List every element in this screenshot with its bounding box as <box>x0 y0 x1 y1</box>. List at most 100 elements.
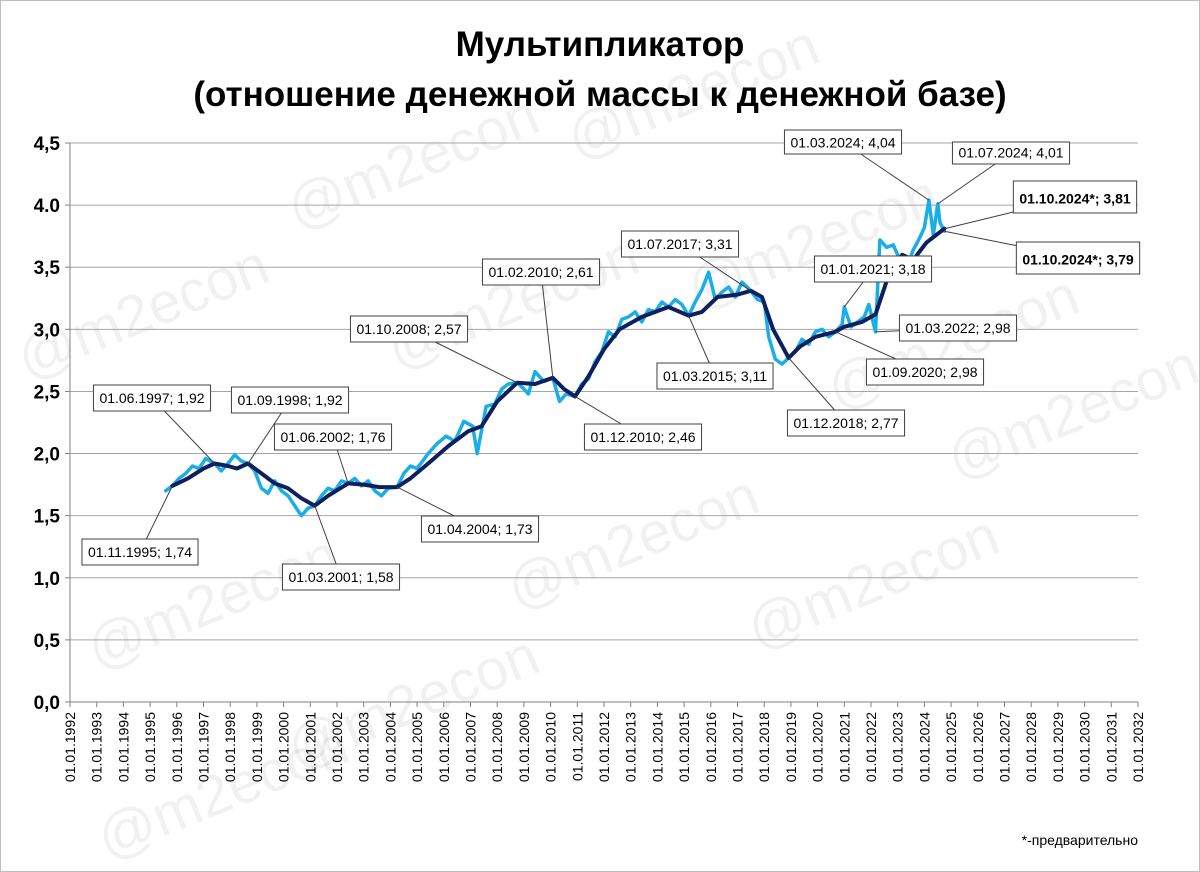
annotation-box <box>81 538 199 566</box>
x-tick-label: 01.01.2014 <box>649 712 665 782</box>
annotation-label: 01.09.1998; 1,92 <box>237 392 342 408</box>
annotation-box <box>92 384 212 412</box>
annotation-label: 01.12.2018; 2,77 <box>793 415 898 431</box>
annotation-box <box>783 129 903 155</box>
annotation: 01.04.2004; 1,73 <box>396 486 540 543</box>
annotation: 01.10.2024*; 3,81 <box>944 180 1138 230</box>
annotation-leader <box>875 330 900 333</box>
x-tick-label: 01.01.1998 <box>222 712 238 782</box>
annotation-label: 01.03.2001; 1,58 <box>288 569 393 585</box>
annotation-label: 01.04.2004; 1,73 <box>427 521 532 537</box>
annotation-box <box>620 230 740 258</box>
x-axis-ticks: 01.01.1992 01.01.1993 01.01.1994 01.01.1995… <box>62 702 1146 782</box>
x-tick-label: 01.01.2007 <box>463 712 479 782</box>
annotation-label: 01.10.2008; 2,57 <box>356 321 461 337</box>
annotation-label: 01.01.2021; 3,18 <box>820 261 925 277</box>
annotation-leader <box>314 505 337 565</box>
annotation-leader <box>396 486 455 517</box>
x-tick-label: 01.01.1997 <box>196 712 212 782</box>
annotation: 01.12.2018; 2,77 <box>786 357 906 437</box>
annotation: 01.03.2022; 2,98 <box>875 314 1018 342</box>
x-tick-label: 01.01.2032 <box>1130 712 1146 782</box>
trend-line <box>170 226 947 508</box>
annotation: 01.09.2020; 2,98 <box>835 331 985 386</box>
x-tick-label: 01.01.2001 <box>302 712 318 782</box>
y-tick-label: 0,0 <box>34 693 60 714</box>
annotation-leader <box>541 284 554 378</box>
annotation-leader <box>688 315 710 364</box>
annotation-box <box>951 141 1071 165</box>
annotation: 01.12.2010; 2,46 <box>574 395 703 451</box>
annotation-label: 01.07.2017; 3,31 <box>627 236 732 252</box>
x-tick-label: 01.01.2020 <box>810 712 826 782</box>
x-tick-label: 01.01.2022 <box>863 712 879 782</box>
y-tick-label: 4,5 <box>34 134 61 155</box>
x-tick-label: 01.01.2000 <box>276 712 292 782</box>
x-tick-label: 01.01.2028 <box>1023 712 1039 782</box>
annotation-leader <box>336 449 349 484</box>
chart-title: Мультипликатор <box>456 25 745 64</box>
annotation-label: 01.03.2022; 2,98 <box>905 320 1010 336</box>
x-tick-label: 01.01.2012 <box>596 712 612 782</box>
annotation-leader <box>835 331 897 360</box>
x-tick-label: 01.01.1993 <box>89 712 105 782</box>
annotation: 01.07.2017; 3,31 <box>620 230 752 292</box>
annotation: 01.10.2008; 2,57 <box>349 315 518 384</box>
annotation-label: 01.02.2010; 2,61 <box>488 264 593 280</box>
y-tick-label: 0,5 <box>34 631 61 652</box>
annotation-label: 01.10.2024*; 3,81 <box>1019 191 1131 207</box>
footnote: *-предварительно <box>1022 832 1139 848</box>
annotation-leader <box>944 230 1017 247</box>
annotation-box <box>273 423 393 451</box>
annotation-leader <box>574 395 622 425</box>
annotation-label: 01.12.2010; 2,46 <box>590 429 695 445</box>
x-tick-label: 01.01.2005 <box>409 712 425 782</box>
y-tick-label: 1,0 <box>34 569 60 590</box>
x-tick-label: 01.01.2023 <box>890 712 906 782</box>
y-tick-label: 1,5 <box>34 507 61 528</box>
x-tick-label: 01.01.1995 <box>142 712 158 782</box>
x-tick-label: 01.01.1992 <box>62 712 78 782</box>
x-tick-label: 01.01.2004 <box>382 712 398 782</box>
x-tick-label: 01.01.2017 <box>730 712 746 782</box>
annotation-box <box>481 258 601 286</box>
x-tick-label: 01.01.2021 <box>836 712 852 782</box>
axes <box>69 143 1138 703</box>
annotation-leader <box>434 341 518 384</box>
x-tick-label: 01.01.1999 <box>249 712 265 782</box>
annotation-label: 01.11.1995; 1,74 <box>88 544 192 560</box>
annotation-leader <box>937 163 996 205</box>
annotation-box <box>349 315 469 343</box>
annotation-box <box>898 314 1018 342</box>
chart-subtitle: (отношение денежной массы к денежной баз… <box>193 75 1006 114</box>
x-tick-label: 01.01.2031 <box>1103 712 1119 782</box>
y-tick-label: 3,0 <box>34 320 60 341</box>
annotation-box <box>786 409 906 437</box>
annotation-leader <box>944 211 1014 230</box>
annotation: 01.10.2024*; 3,79 <box>944 230 1141 275</box>
annotation-label: 01.03.2024; 4,04 <box>790 134 895 150</box>
y-axis-ticks: 0,0 0,5 1,0 1,5 2,0 2,5 3,0 3,5 4.0 4,5 <box>34 134 70 714</box>
x-tick-label: 01.01.2030 <box>1077 712 1093 782</box>
annotation-label: 01.06.1997; 1,92 <box>99 390 204 406</box>
x-tick-label: 01.01.2027 <box>997 712 1013 782</box>
annotation-label: 01.03.2015; 3,11 <box>663 368 767 384</box>
x-tick-label: 01.01.2009 <box>516 712 532 782</box>
annotation-box <box>281 563 401 591</box>
y-tick-label: 4.0 <box>34 196 60 217</box>
watermark-text: @m2econ <box>738 502 1008 662</box>
y-tick-label: 3,5 <box>34 258 61 279</box>
annotation-leader <box>247 412 282 464</box>
annotation: 01.07.2024; 4,01 <box>937 141 1071 205</box>
annotation-label: 01.10.2024*; 3,79 <box>1022 252 1134 268</box>
annotation-box <box>656 362 774 390</box>
annotation: 01.03.2001; 1,58 <box>281 505 401 591</box>
annotation-leader <box>164 410 215 464</box>
watermark-text: @m2econ <box>8 232 278 392</box>
annotation: 01.06.1997; 1,92 <box>92 384 215 464</box>
annotation: 01.02.2010; 2,61 <box>481 258 601 378</box>
x-tick-label: 01.01.2026 <box>970 712 986 782</box>
annotation-leader <box>860 153 930 201</box>
x-tick-label: 01.01.2016 <box>703 712 719 782</box>
